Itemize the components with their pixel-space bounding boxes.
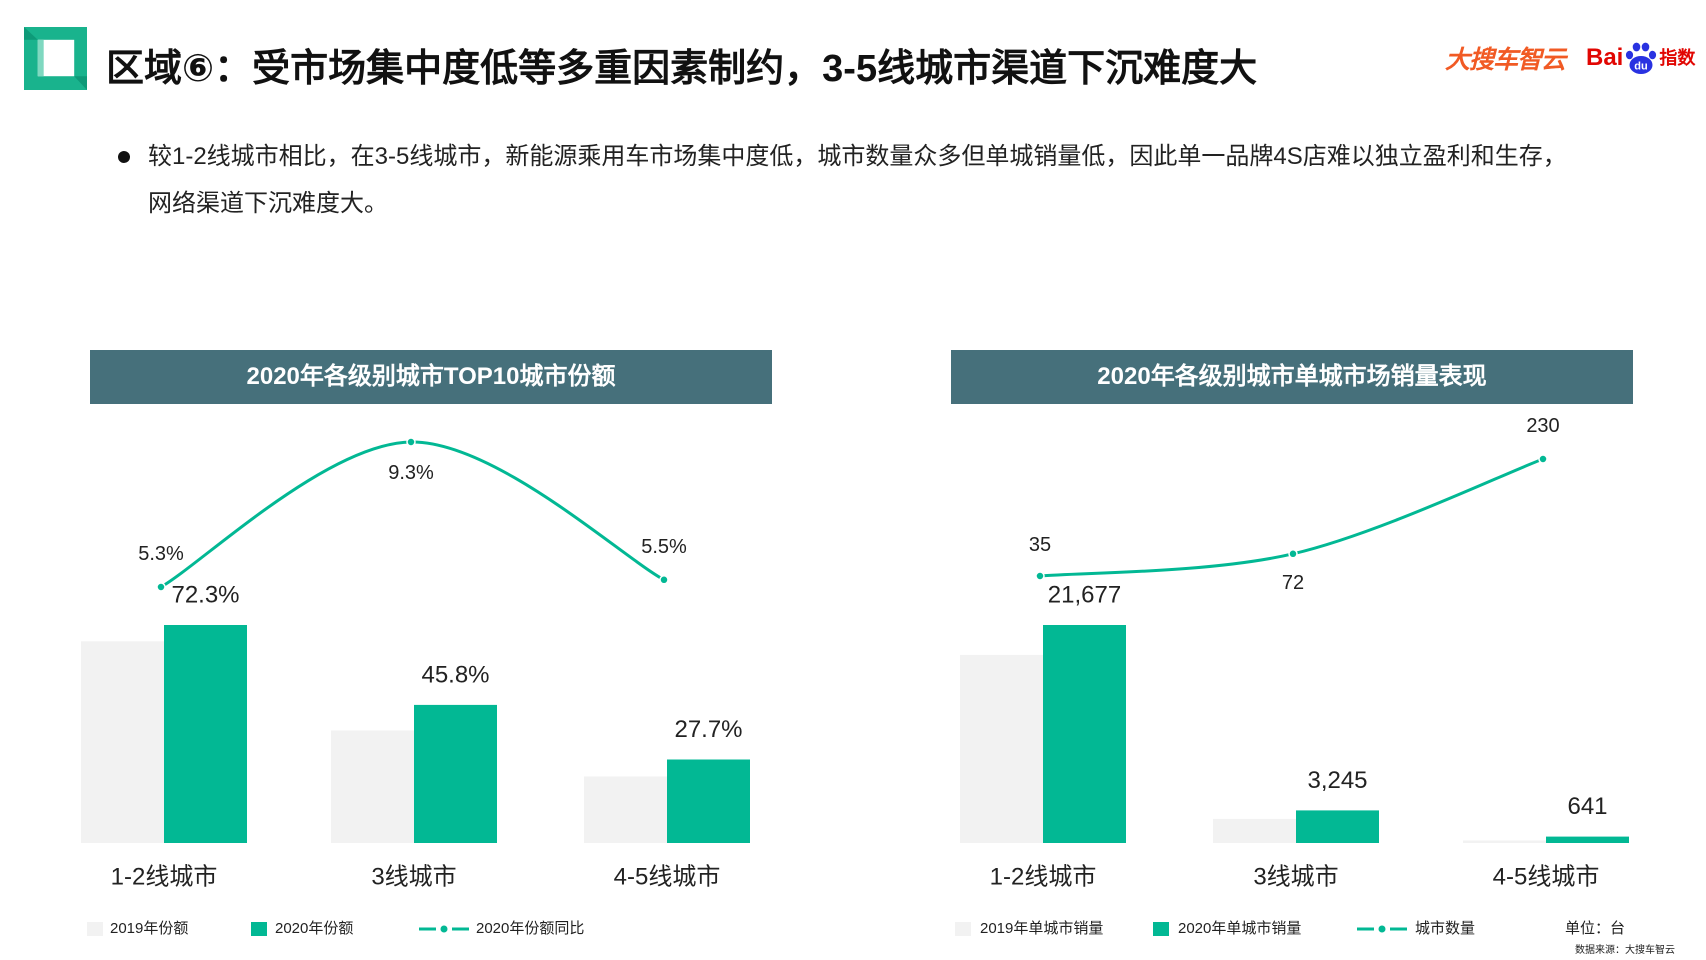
left-chart-title: 2020年各级别城市TOP10城市份额 (90, 350, 772, 404)
share-bar-2020-cat-2 (667, 759, 750, 843)
sales-city-count-label-2: 230 (1526, 415, 1559, 437)
legend-swatch-2020-share (251, 922, 267, 936)
share-bar-2019-cat-1 (331, 730, 414, 843)
legend-label-2020-share-yoy: 2020年份额同比 (476, 920, 585, 937)
sales-category-label-0: 1-2线城市 (990, 864, 1097, 891)
page-title: 区域⑥：受市场集中度低等多重因素制约，3-5线城市渠道下沉难度大 (106, 48, 1258, 90)
sales-bar-2020-cat-2 (1546, 836, 1629, 843)
legend-swatch-2019-share (87, 922, 103, 936)
share-chart: 72.3% 1-2线城市 45.8% 3线城市 27.7% 4-5线城市 5.3% 9.3% 5… (81, 437, 750, 891)
data-source-note: 数据来源：大搜车智云 (1575, 945, 1675, 956)
unit-note: 单位：台 (1565, 920, 1626, 937)
baidu-logo-text-du: du (1635, 61, 1648, 73)
share-bar-value-label-1: 45.8% (421, 661, 489, 688)
share-category-label-2: 4-5线城市 (614, 864, 721, 891)
bullet-text-line-2: 网络渠道下沉难度大。 (148, 190, 388, 217)
share-yoy-label-2: 5.5% (641, 536, 687, 558)
sales-city-count-point-1 (1288, 549, 1298, 559)
sales-bar-2020-cat-1 (1296, 810, 1379, 843)
bullet-dot (118, 151, 130, 163)
share-category-label-1: 3线城市 (371, 864, 456, 891)
sales-city-count-label-0: 35 (1029, 534, 1051, 556)
legend-label-2019-sales: 2019年单城市销量 (980, 920, 1104, 937)
right-chart-title: 2020年各级别城市单城市场销量表现 (951, 350, 1633, 404)
share-bar-2020-cat-1 (414, 704, 497, 843)
sales-bar-value-label-2: 641 (1567, 793, 1607, 820)
sales-city-count-point-0 (1035, 571, 1045, 581)
bullet-text-line-1: 较1-2线城市相比，在3-5线城市，新能源乘用车市场集中度低，城市数量众多但单城… (148, 143, 1567, 170)
share-yoy-label-1: 9.3% (388, 462, 434, 484)
legend-swatch-2019-sales (955, 922, 971, 936)
share-category-label-0: 1-2线城市 (111, 864, 218, 891)
baidu-index-logo: Bai du 指数 (1586, 40, 1695, 76)
sales-bar-2019-cat-1 (1213, 818, 1296, 843)
baidu-logo-text-index: 指数 (1659, 48, 1696, 68)
sales-city-count-line (1038, 457, 1545, 578)
sales-city-count-label-1: 72 (1282, 572, 1304, 594)
legend-label-2019-share: 2019年份额 (110, 920, 189, 937)
share-yoy-point-0 (156, 582, 166, 592)
sales-city-count-point-2 (1538, 454, 1548, 464)
share-yoy-point-1 (406, 437, 416, 447)
sales-bar-2019-cat-0 (960, 654, 1043, 843)
brand-logo-icon (24, 27, 87, 90)
share-bar-2019-cat-2 (584, 776, 667, 843)
legend-line-marker-icon (1357, 925, 1407, 933)
share-yoy-point-2 (659, 575, 669, 585)
sales-chart: 21,677 1-2线城市 3,245 3线城市 641 4-5线城市 35 72 230 (960, 415, 1629, 891)
share-bar-2019-cat-0 (81, 641, 164, 843)
sales-category-label-2: 4-5线城市 (1493, 864, 1600, 891)
legend-line-marker-icon (419, 925, 469, 933)
legend-label-2020-sales: 2020年单城市销量 (1178, 920, 1302, 937)
sales-bar-2019-cat-2 (1463, 840, 1546, 843)
sales-bar-value-label-1: 3,245 (1307, 767, 1367, 794)
share-bar-value-label-0: 72.3% (171, 582, 239, 609)
dasouche-logo: 大搜车智云 (1445, 46, 1566, 74)
sales-bar-2020-cat-0 (1043, 625, 1126, 843)
share-bar-2020-cat-0 (164, 625, 247, 843)
legend-swatch-2020-sales (1153, 922, 1169, 936)
legend-label-2020-share: 2020年份额 (275, 920, 354, 937)
sales-bar-value-label-0: 21,677 (1048, 582, 1121, 609)
share-yoy-label-0: 5.3% (138, 543, 184, 565)
legend-label-city-count: 城市数量 (1415, 920, 1476, 937)
share-bar-value-label-2: 27.7% (674, 716, 742, 743)
baidu-paw-icon: du (1626, 42, 1657, 74)
sales-category-label-1: 3线城市 (1253, 864, 1338, 891)
baidu-logo-text-bai: Bai (1586, 44, 1624, 71)
